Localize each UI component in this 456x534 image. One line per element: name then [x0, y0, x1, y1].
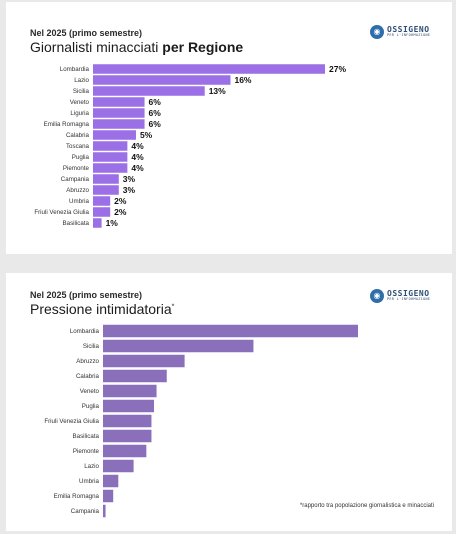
chart-title-bold: per Regione	[162, 39, 244, 55]
bar	[93, 119, 145, 129]
bar-chart-pressure: Lombardia Sicilia Abruzzo Calabria Veneto Pug…	[44, 324, 358, 518]
value-label: 6%	[149, 97, 162, 107]
value-label: 1%	[106, 218, 119, 228]
value-label: 4%	[131, 163, 144, 173]
ossigeno-logo: ◉ OSSIGENO PER L'INFORMAZIONE	[370, 289, 430, 303]
category-label: Friuli Venezia Giulia	[34, 209, 89, 216]
bar	[93, 163, 128, 173]
bar	[103, 489, 114, 503]
bar	[93, 141, 128, 151]
category-label: Abruzzo	[66, 187, 89, 194]
category-label: Veneto	[80, 388, 100, 395]
bar	[93, 196, 111, 206]
category-label: Liguria	[70, 110, 89, 117]
category-label: Sicilia	[83, 343, 100, 350]
value-label: 2%	[114, 207, 127, 217]
bar	[103, 444, 147, 458]
chart-title-mark: *	[171, 303, 175, 311]
category-label: Puglia	[82, 403, 100, 410]
category-label: Veneto	[70, 99, 90, 106]
bar	[103, 384, 157, 398]
value-label: 5%	[140, 130, 153, 140]
bar	[103, 324, 358, 338]
category-label: Emilia Romagna	[54, 493, 100, 500]
category-label: Campania	[71, 508, 100, 515]
bar	[93, 207, 111, 217]
category-label: Emilia Romagna	[44, 121, 90, 128]
bar-chart-regions: Lombardia 27% Lazio 16% Sicilia 13% Veneto 6% Li…	[34, 64, 346, 228]
value-label: 13%	[209, 86, 226, 96]
bar	[93, 86, 205, 96]
logo-mark-icon: ◉	[370, 25, 384, 39]
bar	[103, 414, 152, 428]
category-label: Calabria	[66, 132, 90, 139]
bar	[93, 75, 231, 85]
bar	[103, 429, 152, 443]
chart-panel-pressure: Nel 2025 (primo semestre) Pressione inti…	[6, 273, 452, 531]
value-label: 6%	[149, 119, 162, 129]
bar	[103, 339, 254, 353]
category-label: Puglia	[72, 154, 90, 161]
chart-kicker: Nel 2025 (primo semestre)	[30, 28, 143, 38]
chart-footnote: *rapporto tra popolazione giornalistica …	[299, 503, 434, 509]
bar	[103, 399, 154, 413]
logo-sub-text: PER L'INFORMAZIONE	[387, 33, 431, 38]
logo-mark-icon: ◉	[370, 289, 384, 303]
category-label: Piemonte	[73, 448, 100, 455]
bar	[93, 174, 119, 184]
category-label: Lombardia	[70, 328, 100, 335]
chart-title: Giornalisti minacciati per Regione	[30, 39, 243, 55]
bar	[93, 218, 102, 228]
value-label: 3%	[123, 185, 136, 195]
value-label: 2%	[114, 196, 127, 206]
bar	[93, 152, 128, 162]
category-label: Abruzzo	[76, 358, 99, 365]
bar	[93, 64, 325, 74]
value-label: 16%	[234, 75, 251, 85]
category-label: Calabria	[76, 373, 100, 380]
bar	[93, 97, 145, 107]
category-label: Toscana	[66, 143, 90, 150]
bar	[103, 369, 167, 383]
category-label: Sicilia	[73, 88, 90, 95]
category-label: Umbria	[69, 198, 89, 205]
bar	[93, 185, 119, 195]
ossigeno-logo: ◉ OSSIGENO PER L'INFORMAZIONE	[370, 25, 430, 39]
logo-main-text: OSSIGENO	[387, 289, 430, 299]
bar	[103, 474, 119, 488]
value-label: 4%	[131, 141, 144, 151]
category-label: Basilicata	[73, 433, 100, 440]
value-label: 3%	[123, 174, 136, 184]
chart-panel-regions: Nel 2025 (primo semestre) Giornalisti mi…	[6, 2, 452, 254]
category-label: Friuli Venezia Giulia	[44, 418, 99, 425]
category-label: Umbria	[79, 478, 99, 485]
value-label: 6%	[149, 108, 162, 118]
logo-sub-text: PER L'INFORMAZIONE	[387, 297, 431, 302]
category-label: Lazio	[84, 463, 99, 470]
category-label: Lombardia	[60, 66, 90, 73]
bar	[103, 354, 185, 368]
bar	[103, 459, 134, 473]
logo-main-text: OSSIGENO	[387, 25, 430, 35]
category-label: Basilicata	[63, 220, 90, 227]
bar	[103, 504, 106, 518]
category-label: Piemonte	[63, 165, 90, 172]
value-label: 27%	[329, 64, 346, 74]
chart-title: Pressione intimidatoria*	[30, 301, 174, 317]
chart-title-main: Giornalisti minacciati	[30, 39, 163, 55]
category-label: Lazio	[74, 77, 89, 84]
bar	[93, 130, 136, 140]
chart-title-main: Pressione intimidatoria	[30, 301, 172, 317]
category-label: Campania	[61, 176, 90, 183]
bar	[93, 108, 145, 118]
chart-kicker: Nel 2025 (primo semestre)	[30, 290, 143, 300]
value-label: 4%	[131, 152, 144, 162]
